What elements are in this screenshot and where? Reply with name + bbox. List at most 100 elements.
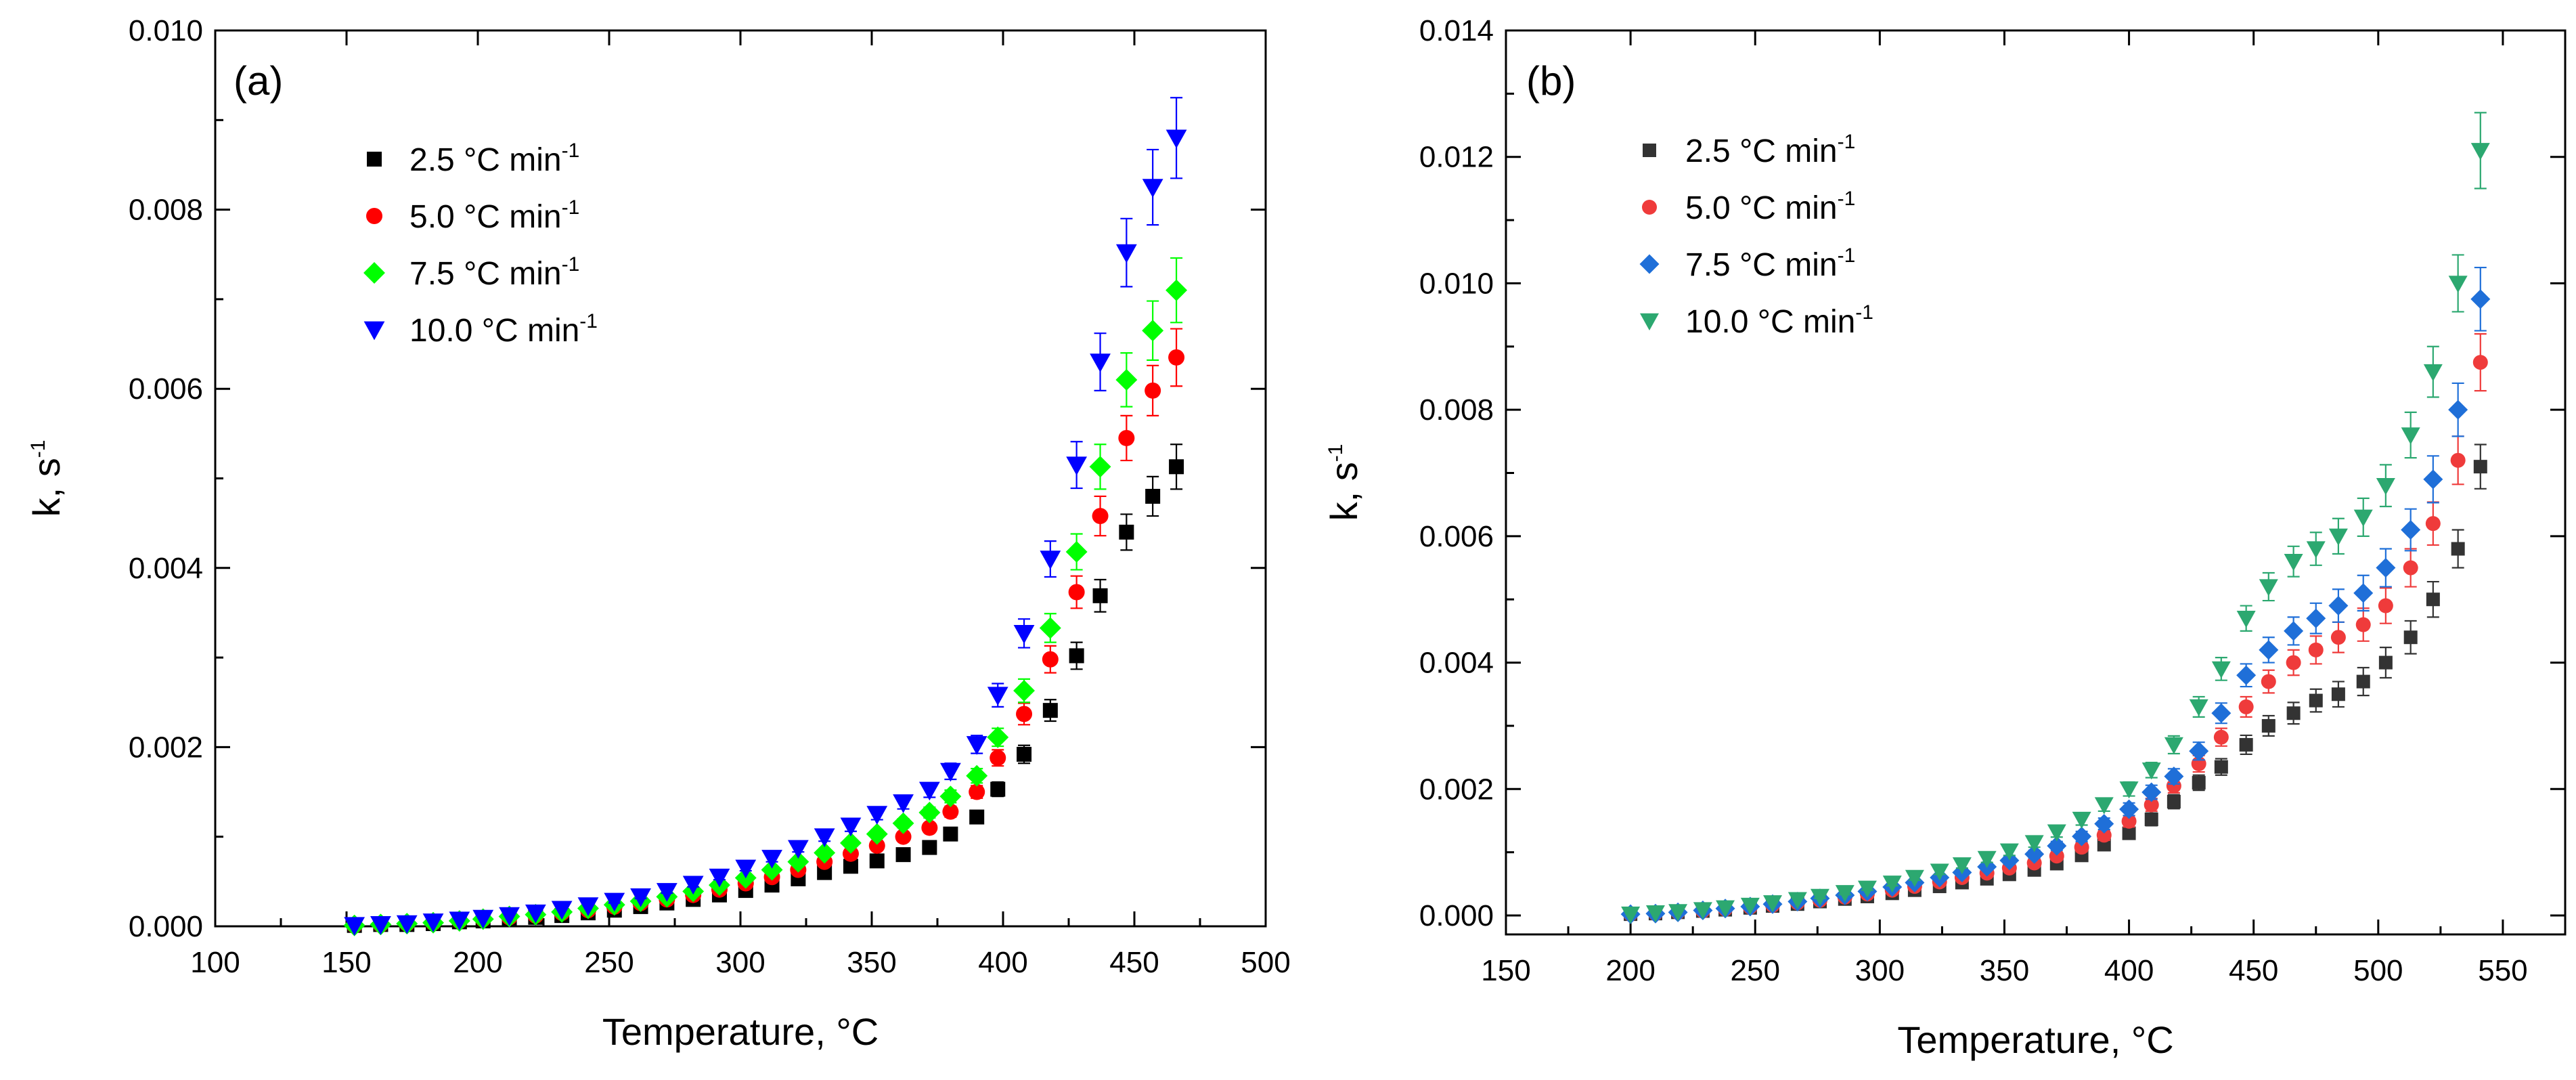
data-point: [1115, 369, 1138, 391]
data-point: [2236, 611, 2256, 628]
data-point: [2211, 661, 2231, 678]
data-point: [2448, 276, 2468, 293]
x-tick-label: 350: [847, 946, 896, 979]
data-point: [990, 781, 1006, 797]
data-point: [344, 917, 365, 936]
y-tick-label: 0.000: [129, 910, 203, 943]
data-point: [2024, 844, 2045, 864]
x-tick-label: 200: [453, 946, 502, 979]
x-tick-label: 400: [978, 946, 1027, 979]
legend-label: 7.5 °C min-1: [409, 253, 579, 292]
data-point: [2189, 699, 2208, 716]
y-axis-label-superscript: -1: [27, 440, 49, 458]
data-point: [449, 911, 470, 931]
data-point: [370, 916, 391, 935]
data-point: [2047, 836, 2067, 856]
data-point: [1857, 880, 1877, 898]
y-tick-label: 0.006: [129, 372, 203, 406]
legend-value: 5.0 °C min: [1685, 190, 1838, 226]
data-point: [2144, 813, 2158, 827]
data-point: [1016, 706, 1033, 722]
data-point: [1118, 429, 1135, 446]
data-point: [921, 819, 938, 836]
data-point: [1042, 651, 1059, 668]
data-point: [2355, 617, 2371, 632]
legend-superscript: -1: [1838, 188, 1856, 210]
legend-label: 5.0 °C min-1: [1685, 188, 1855, 226]
data-point: [761, 859, 783, 881]
legend-label: 10.0 °C min-1: [409, 310, 598, 349]
panel-a: 100 150 200 250 300 350 400 450 500 0.000 0.002 0.0…: [25, 14, 1291, 1053]
data-point: [814, 842, 836, 864]
data-point: [1168, 349, 1185, 366]
y-tick-label: 0.008: [1419, 393, 1494, 427]
data-point: [2164, 766, 2184, 787]
data-point: [2331, 687, 2345, 701]
legend-marker: [363, 321, 385, 341]
data-point: [2072, 826, 2092, 846]
data-point: [2119, 781, 2139, 799]
x-tick-label: 400: [2104, 954, 2154, 987]
data-point: [1039, 617, 1061, 639]
y-axis-label-superscript: -1: [1325, 444, 1347, 462]
data-point: [1763, 895, 1783, 913]
data-point: [1835, 885, 1855, 903]
x-tick-label: 100: [190, 946, 240, 979]
x-tick-label: 250: [1731, 954, 1780, 987]
data-point: [918, 802, 941, 823]
data-point: [2378, 655, 2393, 670]
data-point: [2074, 840, 2089, 855]
data-point: [840, 817, 862, 837]
data-point: [2144, 797, 2159, 813]
legend-marker: [1639, 254, 1660, 274]
data-point: [2353, 583, 2374, 603]
data-point: [2024, 835, 2044, 852]
data-point: [1119, 524, 1134, 540]
data-point: [2189, 741, 2209, 761]
legend-superscript: -1: [1838, 131, 1856, 153]
data-point: [893, 794, 914, 813]
data-point: [2376, 558, 2396, 578]
series-2.5: [347, 444, 1184, 933]
x-axis-label: Temperature, °C: [1897, 1018, 2173, 1061]
data-point: [2167, 794, 2181, 808]
data-point: [1693, 902, 1712, 920]
data-point: [2122, 826, 2136, 840]
legend-label: 2.5 °C min-1: [1685, 131, 1855, 169]
data-point: [2121, 813, 2137, 829]
data-point: [1145, 488, 1161, 504]
legend-label: 10.0 °C min-1: [1685, 301, 1873, 340]
y-tick-label: 0.010: [129, 14, 203, 47]
data-point: [2141, 762, 2161, 780]
series-10.0: [344, 97, 1187, 936]
x-tick-label: 500: [1241, 946, 1290, 979]
data-point: [1066, 456, 1088, 476]
data-point: [866, 823, 888, 845]
data-point: [2094, 797, 2114, 815]
legend-marker: [1640, 313, 1659, 330]
y-axis-label-text: k, s: [25, 458, 68, 517]
data-point: [499, 907, 520, 926]
legend-marker: [1643, 144, 1656, 157]
y-tick-label: 0.002: [129, 731, 203, 764]
data-point: [866, 806, 888, 825]
data-point: [2239, 737, 2253, 752]
series-7.5: [343, 257, 1188, 936]
data-point: [2306, 541, 2326, 559]
panel-b: 150 200 250 300 350 400 450 500 550 0.000 0.002 0.0…: [1323, 14, 2567, 1061]
data-point: [1668, 904, 1688, 922]
series-10.0: [1621, 112, 2490, 924]
y-tick-label: 0.006: [1419, 520, 1494, 553]
legend-superscript: -1: [562, 139, 580, 162]
data-point: [1165, 279, 1188, 301]
legend-marker: [366, 208, 382, 224]
data-point: [2423, 469, 2443, 490]
data-point: [918, 781, 940, 801]
legend-value: 7.5 °C min: [409, 256, 562, 292]
data-point: [1092, 588, 1108, 603]
data-point: [2141, 782, 2162, 802]
data-point: [969, 783, 985, 800]
data-point: [525, 904, 546, 924]
data-point: [2309, 693, 2323, 708]
